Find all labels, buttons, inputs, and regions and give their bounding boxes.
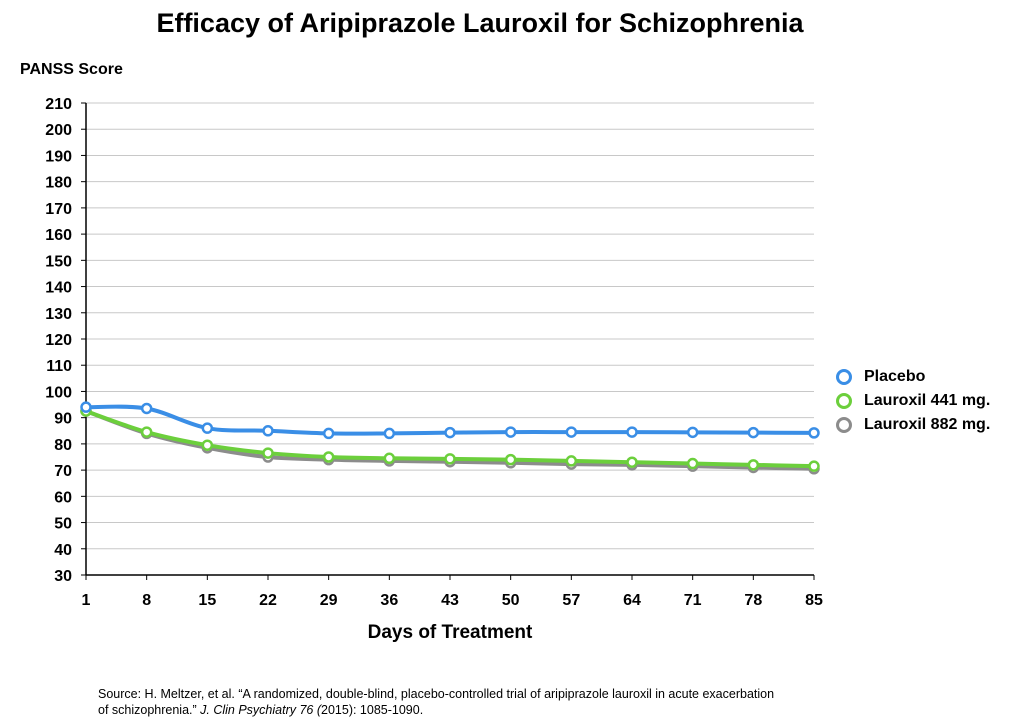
x-tick-label-15: 15 (198, 592, 216, 609)
point-lauroxil-441-mg-day-71 (686, 457, 699, 470)
point-placebo-day-50 (504, 426, 517, 438)
point-lauroxil-441-mg-day-8 (140, 426, 153, 438)
y-tick-label-50: 50 (54, 516, 72, 533)
point-placebo-day-57 (565, 426, 578, 438)
source-line-2-end: 2015): 1085-1090. (321, 703, 424, 717)
legend: Placebo Lauroxil 441 mg. Lauroxil 882 mg… (836, 366, 990, 438)
point-placebo-day-43 (444, 426, 456, 439)
point-lauroxil-441-mg-day-22 (262, 447, 274, 459)
y-tick-label-120: 120 (45, 332, 72, 349)
y-tick-label-100: 100 (45, 384, 72, 401)
y-tick-label-70: 70 (54, 463, 72, 480)
point-placebo-day-29 (322, 427, 335, 440)
x-tick-label-71: 71 (684, 592, 702, 609)
point-lauroxil-441-mg-day-29 (322, 451, 335, 463)
point-lauroxil-441-mg-day-50 (504, 453, 517, 466)
point-placebo-day-36 (383, 427, 396, 440)
y-tick-label-160: 160 (45, 227, 72, 244)
point-lauroxil-441-mg-day-36 (383, 452, 396, 465)
y-tick-label-60: 60 (54, 489, 72, 506)
x-tick-label-43: 43 (441, 592, 459, 609)
point-placebo-day-71 (686, 426, 699, 439)
y-tick-label-170: 170 (45, 201, 72, 218)
point-placebo-day-22 (262, 425, 274, 437)
x-tick-labels: 1 8 15 22 29 36 43 50 57 64 71 78 85 (82, 592, 823, 609)
point-placebo-day-85 (808, 427, 820, 439)
y-tick-label-140: 140 (45, 280, 72, 297)
point-placebo-day-1 (80, 401, 92, 413)
series-lines (80, 401, 820, 475)
y-tick-label-210: 210 (45, 96, 72, 113)
legend-label-lauroxil-882: Lauroxil 882 mg. (864, 416, 991, 433)
x-tick-label-29: 29 (320, 592, 338, 609)
y-axis-label: PANSS Score (20, 61, 123, 78)
x-tick-label-85: 85 (805, 592, 823, 609)
legend-marker-placebo (836, 369, 852, 385)
y-tick-label-90: 90 (54, 411, 72, 428)
x-tick-label-1: 1 (82, 592, 91, 609)
x-tick-label-22: 22 (259, 592, 277, 609)
point-placebo-day-8 (140, 402, 153, 415)
legend-marker-lauroxil-882 (836, 417, 852, 433)
y-tick-label-110: 110 (46, 358, 72, 375)
x-axis-label: Days of Treatment (367, 622, 533, 643)
axes (81, 102, 815, 580)
x-tick-label-64: 64 (623, 592, 641, 609)
x-tick-label-78: 78 (744, 592, 762, 609)
y-tick-label-150: 150 (45, 253, 72, 270)
source-line-2-text: of schizophrenia.” (98, 703, 201, 717)
point-lauroxil-441-mg-day-43 (444, 453, 456, 465)
legend-item-lauroxil-441: Lauroxil 441 mg. (836, 390, 990, 412)
legend-item-lauroxil-882: Lauroxil 882 mg. (836, 414, 990, 436)
legend-label-placebo: Placebo (864, 368, 926, 385)
x-tick-label-8: 8 (142, 592, 151, 609)
chart-title: Efficacy of Aripiprazole Lauroxil for Sc… (156, 8, 804, 38)
x-tick-label-50: 50 (502, 592, 520, 609)
point-placebo-day-15 (201, 422, 214, 434)
y-tick-label-80: 80 (54, 437, 72, 454)
legend-item-placebo: Placebo (836, 366, 990, 388)
point-placebo-day-78 (747, 426, 760, 439)
point-lauroxil-441-mg-day-64 (626, 456, 638, 468)
source-citation: Source: H. Meltzer, et al. “A randomized… (98, 686, 878, 718)
source-line-2: of schizophrenia.” J. Clin Psychiatry 76… (98, 702, 878, 718)
source-line-1: Source: H. Meltzer, et al. “A randomized… (98, 687, 775, 701)
y-tick-label-180: 180 (45, 175, 72, 192)
y-tick-label-190: 190 (45, 148, 72, 165)
x-tick-label-57: 57 (562, 592, 580, 609)
gridlines (86, 102, 814, 550)
source-journal: J. Clin Psychiatry 76 ( (200, 703, 322, 717)
y-tick-label-200: 200 (45, 122, 72, 139)
legend-label-lauroxil-441: Lauroxil 441 mg. (864, 392, 991, 409)
point-lauroxil-441-mg-day-78 (747, 459, 760, 471)
point-lauroxil-441-mg-day-85 (808, 460, 820, 472)
legend-marker-lauroxil-441 (836, 393, 852, 409)
y-tick-label-30: 30 (54, 568, 72, 585)
point-lauroxil-441-mg-day-57 (565, 455, 578, 467)
point-placebo-day-64 (626, 426, 638, 438)
point-lauroxil-441-mg-day-15 (201, 439, 214, 451)
x-tick-label-36: 36 (380, 592, 398, 609)
y-tick-label-40: 40 (54, 542, 72, 559)
y-tick-label-130: 130 (45, 306, 72, 323)
y-tick-labels: 30 40 50 60 70 80 90 100 110 120 130 140 150 160 170 18… (45, 96, 72, 585)
